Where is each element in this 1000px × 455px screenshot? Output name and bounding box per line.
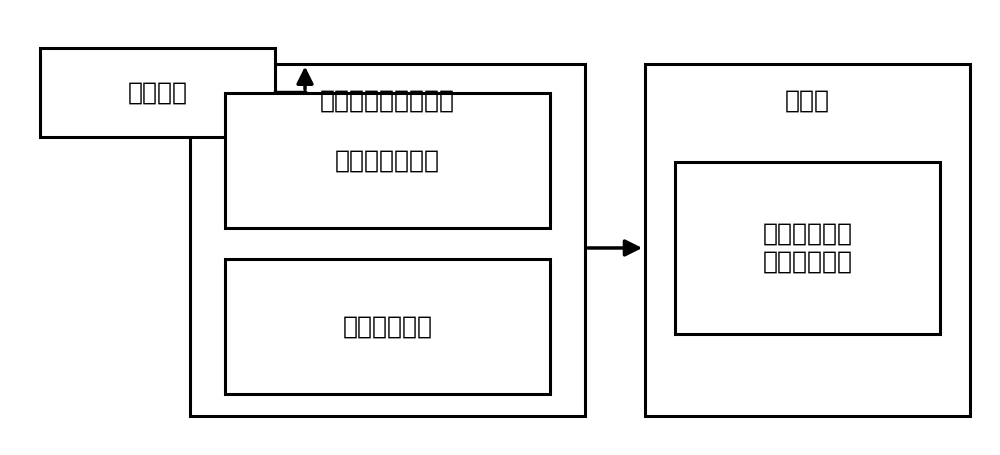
Text: 压力传感器材料: 压力传感器材料 bbox=[335, 148, 440, 172]
Bar bbox=[645, 64, 970, 416]
Text: 多点电极电路: 多点电极电路 bbox=[342, 314, 432, 339]
Bar bbox=[225, 259, 550, 394]
Bar bbox=[190, 64, 585, 416]
Bar bbox=[40, 48, 275, 136]
Text: 处理器: 处理器 bbox=[785, 89, 830, 113]
Text: 多点压感传感器模块: 多点压感传感器模块 bbox=[320, 89, 455, 113]
Text: 装配结构: 装配结构 bbox=[128, 80, 188, 104]
Text: 部署用户定义
交互逻辑算法: 部署用户定义 交互逻辑算法 bbox=[763, 222, 853, 274]
Bar bbox=[675, 162, 940, 334]
Bar bbox=[225, 93, 550, 228]
